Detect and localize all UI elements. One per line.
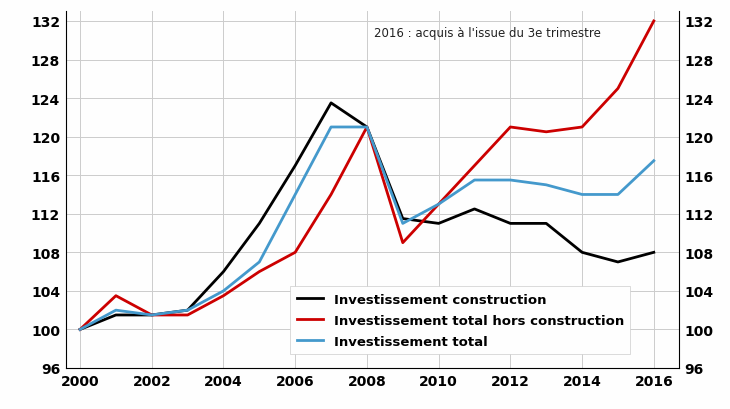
Investissement total: [542, 183, 550, 188]
Investissement construction: [613, 260, 622, 265]
Line: Investissement total: Investissement total: [80, 128, 654, 330]
Investissement total: [613, 193, 622, 198]
Investissement construction: [291, 164, 299, 169]
Investissement total hors construction: [76, 327, 85, 332]
Investissement total hors construction: [470, 164, 479, 169]
Investissement total: [327, 125, 336, 130]
Investissement total: [255, 260, 264, 265]
Line: Investissement construction: Investissement construction: [80, 103, 654, 330]
Text: 2016 : acquis à l'issue du 3e trimestre: 2016 : acquis à l'issue du 3e trimestre: [374, 27, 601, 40]
Investissement total: [183, 308, 192, 313]
Investissement total hors construction: [255, 270, 264, 274]
Investissement total hors construction: [183, 313, 192, 318]
Investissement construction: [577, 250, 586, 255]
Investissement construction: [650, 250, 658, 255]
Investissement total: [650, 159, 658, 164]
Investissement construction: [255, 221, 264, 226]
Line: Investissement total hors construction: Investissement total hors construction: [80, 22, 654, 330]
Investissement total hors construction: [147, 313, 156, 318]
Investissement total hors construction: [542, 130, 550, 135]
Investissement total: [147, 313, 156, 318]
Legend: Investissement construction, Investissement total hors construction, Investissem: Investissement construction, Investissem…: [290, 287, 631, 355]
Investissement total hors construction: [112, 294, 120, 299]
Investissement total: [219, 289, 228, 294]
Investissement total hors construction: [506, 125, 515, 130]
Investissement total: [506, 178, 515, 183]
Investissement construction: [147, 313, 156, 318]
Investissement total hors construction: [577, 125, 586, 130]
Investissement total: [470, 178, 479, 183]
Investissement construction: [470, 207, 479, 212]
Investissement total: [577, 193, 586, 198]
Investissement total hors construction: [291, 250, 299, 255]
Investissement construction: [327, 101, 336, 106]
Investissement total: [434, 202, 443, 207]
Investissement construction: [542, 221, 550, 226]
Investissement construction: [219, 270, 228, 274]
Investissement total hors construction: [363, 125, 372, 130]
Investissement total: [112, 308, 120, 313]
Investissement total: [291, 193, 299, 198]
Investissement construction: [363, 125, 372, 130]
Investissement total hors construction: [327, 193, 336, 198]
Investissement construction: [434, 221, 443, 226]
Investissement construction: [76, 327, 85, 332]
Investissement total hors construction: [434, 202, 443, 207]
Investissement total hors construction: [399, 240, 407, 245]
Investissement total hors construction: [613, 87, 622, 92]
Investissement total hors construction: [219, 294, 228, 299]
Investissement construction: [399, 217, 407, 222]
Investissement construction: [506, 221, 515, 226]
Investissement construction: [112, 313, 120, 318]
Investissement total: [363, 125, 372, 130]
Investissement total hors construction: [650, 20, 658, 25]
Investissement total: [399, 221, 407, 226]
Investissement total: [76, 327, 85, 332]
Investissement construction: [183, 308, 192, 313]
